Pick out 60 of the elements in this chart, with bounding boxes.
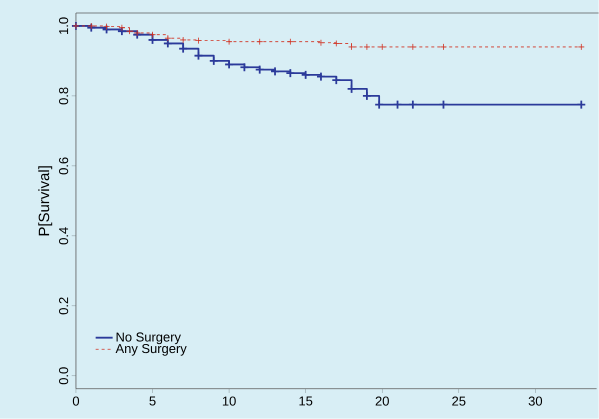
point — [285, 68, 296, 78]
point — [118, 24, 126, 32]
x-tick-label: 20 — [376, 396, 389, 406]
point — [162, 38, 173, 48]
point — [117, 26, 127, 36]
point — [438, 100, 448, 110]
point — [286, 38, 294, 46]
point — [180, 36, 187, 44]
y-tick-label: 0.2 — [59, 298, 68, 314]
point — [364, 44, 370, 50]
x-tick-label: 15 — [299, 396, 312, 406]
y-tick-label: 0.4 — [59, 227, 68, 244]
point — [378, 44, 386, 50]
y-tick-label: 0.0 — [59, 367, 68, 384]
point — [346, 84, 356, 94]
point — [578, 44, 585, 50]
point — [270, 66, 280, 76]
point — [348, 44, 355, 50]
point — [392, 100, 402, 110]
y-tick-label: 0.8 — [59, 88, 68, 105]
point — [134, 30, 141, 36]
x-tick-label: 0 — [72, 396, 80, 406]
x-tick-label: 10 — [222, 396, 236, 406]
point — [148, 35, 158, 45]
point — [409, 44, 416, 50]
point — [194, 50, 204, 61]
point — [103, 23, 110, 30]
point — [331, 75, 342, 86]
point — [300, 70, 311, 80]
point — [440, 44, 447, 50]
point — [226, 38, 232, 46]
point — [332, 40, 340, 47]
legend-label: No Surgery — [116, 332, 181, 344]
y-tick-label: 0.6 — [59, 158, 68, 175]
point — [164, 34, 172, 42]
point — [149, 31, 156, 38]
legend-label: Any Surgery — [116, 344, 187, 356]
y-axis-title: P[Survival] — [38, 166, 52, 236]
point — [256, 38, 264, 46]
point — [362, 91, 372, 101]
point — [178, 44, 188, 54]
point — [240, 62, 250, 72]
point — [408, 100, 418, 110]
point — [208, 56, 219, 66]
point — [102, 24, 112, 34]
point — [576, 100, 586, 110]
point — [318, 39, 324, 46]
y-tick-label: 1.0 — [59, 18, 68, 34]
point — [86, 22, 96, 33]
x-tick-label: 5 — [149, 396, 156, 406]
point — [88, 22, 95, 30]
point — [374, 100, 384, 110]
point — [254, 64, 265, 75]
point — [132, 30, 142, 40]
point — [126, 28, 133, 35]
point — [316, 72, 326, 82]
x-tick-label: 25 — [452, 396, 466, 406]
point — [224, 60, 234, 70]
x-tick-label: 30 — [528, 396, 542, 406]
point — [195, 37, 202, 44]
